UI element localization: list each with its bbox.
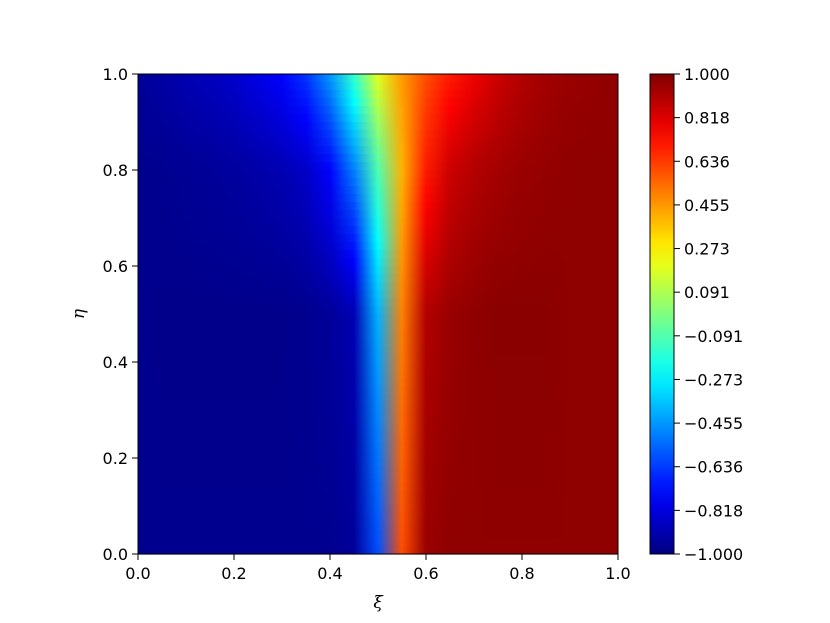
y-tick-label: 1.0 (103, 65, 128, 84)
heatmap-row (138, 402, 618, 411)
colorbar-tick-label: 1.000 (684, 65, 730, 84)
heatmap-row (138, 74, 618, 83)
colorbar-tick-label: −0.091 (684, 327, 743, 346)
colorbar: −1.000 −0.818 −0.636 −0.455 −0.273 −0.091 0.09… (649, 65, 743, 564)
y-tick-label: 0.2 (103, 449, 128, 468)
heatmap-row (138, 354, 618, 363)
colorbar-tick-label: 0.091 (684, 283, 730, 302)
heatmap-row (138, 394, 618, 403)
heatmap-row (138, 170, 618, 179)
heatmap-row (138, 298, 618, 307)
heatmap-row (138, 410, 618, 419)
heatmap-row (138, 450, 618, 459)
plot-area (138, 74, 618, 555)
heatmap-row (138, 98, 618, 107)
heatmap-row (138, 242, 618, 251)
heatmap-row (138, 218, 618, 227)
heatmap-row (138, 114, 618, 123)
y-tick-label: 0.4 (103, 353, 128, 372)
heatmap-row (138, 82, 618, 91)
heatmap-row (138, 290, 618, 299)
heatmap-row (138, 506, 618, 515)
heatmap-row (138, 250, 618, 259)
y-tick-label: 0.6 (103, 257, 128, 276)
heatmap-row (138, 178, 618, 187)
x-axis-label: ξ (373, 593, 384, 613)
heatmap-row (138, 442, 618, 451)
heatmap-row (138, 330, 618, 339)
x-axis: 0.0 0.2 0.4 0.6 0.8 1.0 (125, 554, 631, 583)
x-tick-label: 0.6 (413, 564, 438, 583)
heatmap-row (138, 466, 618, 475)
heatmap-row (138, 314, 618, 323)
heatmap-row (138, 202, 618, 211)
heatmap-row (138, 546, 618, 555)
colorbar-frame (649, 73, 675, 555)
heatmap-row (138, 458, 618, 467)
y-axis: 0.0 0.2 0.4 0.6 0.8 1.0 (103, 65, 138, 564)
x-tick-label: 0.2 (221, 564, 246, 583)
heatmap-row (138, 154, 618, 163)
colorbar-ticks: −1.000 −0.818 −0.636 −0.455 −0.273 −0.091 0.09… (674, 65, 743, 564)
heatmap-row (138, 474, 618, 483)
heatmap-row (138, 258, 618, 267)
heatmap-row (138, 498, 618, 507)
x-tick-label: 0.8 (509, 564, 534, 583)
heatmap-row (138, 426, 618, 435)
y-axis-label: η (69, 308, 89, 319)
heatmap-row (138, 490, 618, 499)
heatmap-row (138, 226, 618, 235)
heatmap-row (138, 146, 618, 155)
heatmap-row (138, 322, 618, 331)
colorbar-tick-label: −0.818 (684, 501, 743, 520)
colorbar-tick-label: −0.273 (684, 370, 743, 389)
heatmap-row (138, 186, 618, 195)
heatmap-row (138, 194, 618, 203)
heatmap-row (138, 106, 618, 115)
heatmap-row (138, 266, 618, 275)
y-tick-label: 0.8 (103, 161, 128, 180)
heatmap-row (138, 210, 618, 219)
heatmap-row (138, 482, 618, 491)
x-tick-label: 1.0 (605, 564, 630, 583)
plot-frame (137, 73, 619, 555)
heatmap-row (138, 378, 618, 387)
colorbar-tick-label: 0.273 (684, 240, 730, 259)
colorbar-tick-label: −1.000 (684, 545, 743, 564)
heatmap-row (138, 434, 618, 443)
heatmap-row (138, 338, 618, 347)
heatmap-row (138, 282, 618, 291)
colorbar-gradient (650, 74, 674, 554)
heatmap-row (138, 162, 618, 171)
x-tick-label: 0.4 (317, 564, 342, 583)
x-tick-label: 0.0 (125, 564, 150, 583)
colorbar-tick-label: 0.455 (684, 196, 730, 215)
colorbar-tick-label: −0.455 (684, 414, 743, 433)
heatmap-row (138, 362, 618, 371)
heatmap-row (138, 122, 618, 131)
colorbar-tick-label: −0.636 (684, 458, 743, 477)
heatmap-row (138, 386, 618, 395)
heatmap-row (138, 418, 618, 427)
heatmap-row (138, 274, 618, 283)
heatmap-row (138, 530, 618, 539)
heatmap-row (138, 130, 618, 139)
heatmap-row (138, 346, 618, 355)
heatmap-row (138, 522, 618, 531)
heatmap-row (138, 306, 618, 315)
heatmap-row (138, 90, 618, 99)
colorbar-tick-label: 0.818 (684, 109, 730, 128)
heatmap-row (138, 234, 618, 243)
heatmap-row (138, 538, 618, 547)
heatmap-row (138, 138, 618, 147)
y-tick-label: 0.0 (103, 545, 128, 564)
heatmap-row (138, 514, 618, 523)
heatmap-row (138, 370, 618, 379)
colorbar-tick-label: 0.636 (684, 152, 730, 171)
